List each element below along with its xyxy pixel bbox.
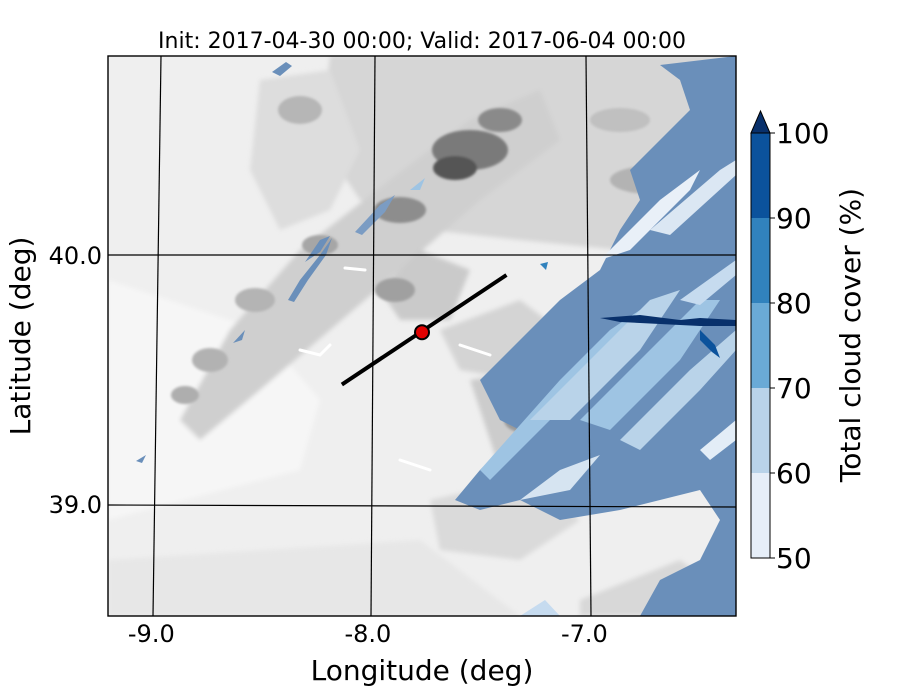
map-title: Init: 2017-04-30 00:00; Valid: 2017-06-0…: [158, 29, 686, 54]
colorbar-tick-label: 90: [776, 202, 812, 235]
colorbar-segment: [751, 473, 770, 558]
cloud-cover-field: [136, 56, 736, 616]
colorbar-tick-label: 100: [776, 117, 829, 150]
map-panel: [108, 56, 736, 616]
colorbar-segment: [751, 388, 770, 473]
parallel-line: [108, 504, 736, 508]
x-tick-label: -7.0: [561, 620, 608, 648]
meridian-line: [585, 56, 592, 616]
location-marker: [414, 324, 430, 341]
colorbar-frame: [750, 132, 771, 559]
x-tick-labels: -9.0 -8.0 -7.0: [128, 620, 608, 648]
y-axis-label: Latitude (deg): [4, 237, 37, 436]
y-tick-labels: 40.0 39.0: [49, 242, 102, 519]
colorbar-segment: [751, 303, 770, 388]
y-tick-label: 40.0: [49, 242, 102, 270]
y-tick-label: 39.0: [49, 491, 102, 519]
colorbar-tick-label: 60: [776, 457, 812, 490]
x-tick-label: -9.0: [128, 620, 175, 648]
x-tick-label: -8.0: [344, 620, 391, 648]
colorbar-extend-arrow: [750, 109, 771, 134]
colorbar: 50 60 70 80 90 100: [750, 109, 829, 575]
colorbar-label: Total cloud cover (%): [834, 188, 867, 483]
x-axis-label: Longitude (deg): [311, 654, 534, 687]
colorbar-tick-label: 70: [776, 372, 812, 405]
colorbar-tick-label: 80: [776, 287, 812, 320]
colorbar-segment: [751, 133, 770, 218]
colorbar-segment: [751, 218, 770, 303]
graticule: [108, 56, 736, 616]
colorbar-tick-label: 50: [776, 542, 812, 575]
meridian-line: [370, 56, 376, 616]
meridian-line: [152, 56, 162, 616]
map-frame: [107, 55, 737, 617]
map-annotations: [340, 273, 508, 387]
river-features: [298, 266, 492, 472]
